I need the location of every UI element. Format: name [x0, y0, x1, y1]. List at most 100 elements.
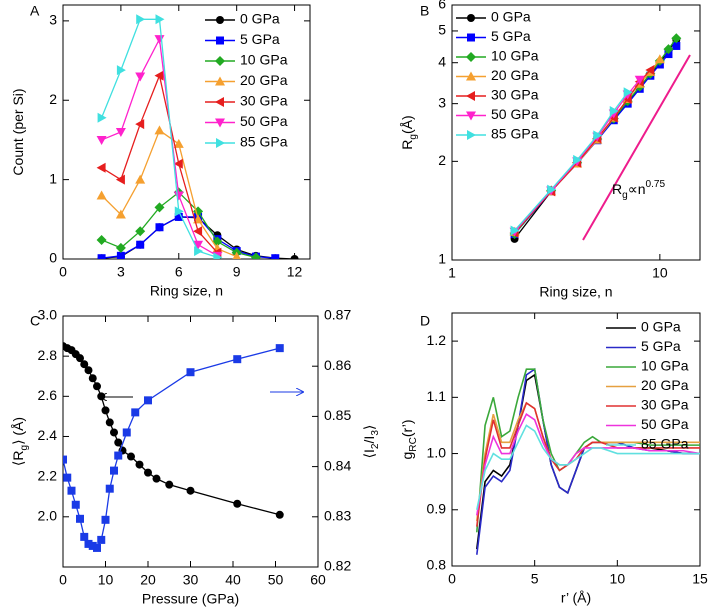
marker	[194, 246, 204, 257]
plot-area	[509, 33, 682, 243]
y-tick-label: 1.1	[427, 388, 447, 404]
legend-label: 85 GPa	[641, 436, 689, 452]
y-axis-label-part: g	[408, 134, 419, 140]
marker	[193, 226, 203, 237]
marker	[63, 455, 67, 464]
panel-label: D	[420, 313, 430, 329]
marker	[114, 451, 123, 460]
plot-frame	[451, 4, 701, 261]
y-tick-label: 1.0	[427, 444, 447, 460]
x-axis-label: r’ (Å)	[561, 590, 591, 606]
plot-frame	[62, 315, 319, 568]
y-axis-label-part: (r’)	[399, 420, 415, 438]
marker	[174, 206, 184, 217]
marker	[154, 125, 165, 135]
marker	[135, 119, 145, 130]
series-line	[476, 401, 700, 527]
legend-label: 30 GPa	[491, 87, 539, 103]
y-axis-label-part: ⟨R	[10, 451, 26, 467]
legend-marker	[216, 16, 224, 24]
marker	[232, 251, 241, 259]
marker	[135, 72, 146, 82]
marker	[173, 158, 183, 169]
marker	[88, 541, 97, 550]
legend-label: 0 GPa	[491, 9, 531, 25]
x-tick-label: 60	[310, 572, 326, 588]
series-line	[101, 216, 276, 259]
y-axis-label: gRC(r’)	[399, 420, 419, 460]
marker	[115, 174, 125, 185]
legend-label: 10 GPa	[491, 48, 539, 64]
x-tick-label: 6	[175, 264, 183, 280]
y-tick-label: 2	[438, 152, 446, 168]
y-tick-label: 3	[438, 94, 446, 110]
legend-label: 30 GPa	[641, 397, 689, 413]
marker	[510, 225, 520, 236]
marker	[71, 500, 80, 509]
x-tick-label: 10	[652, 265, 668, 281]
annotation: Rg∝n0.75	[612, 179, 666, 201]
marker	[96, 190, 107, 200]
legend-marker	[467, 14, 475, 22]
y-axis-label-part: (Å)	[399, 115, 415, 134]
marker	[154, 70, 164, 81]
series-line	[101, 129, 237, 258]
marker	[105, 484, 114, 493]
plot-area	[476, 367, 700, 555]
marker	[135, 174, 146, 184]
legend-label: 10 GPa	[641, 358, 689, 374]
marker	[547, 184, 557, 195]
legend-marker	[216, 36, 224, 45]
y-axis-label-part: Count (per Si)	[10, 88, 26, 175]
y2-axis-label-part: /I	[361, 436, 377, 444]
marker	[144, 396, 152, 405]
legend-marker	[216, 138, 225, 148]
legend-label: 85 GPa	[240, 134, 288, 150]
marker	[114, 438, 123, 447]
plot-frame	[451, 312, 701, 567]
marker	[663, 44, 674, 55]
panel-label: B	[420, 3, 429, 19]
marker	[672, 41, 681, 50]
legend-marker	[215, 97, 224, 107]
marker	[101, 515, 110, 524]
y-tick-label: 0.9	[427, 500, 447, 516]
plot-area	[96, 14, 299, 259]
marker	[136, 240, 145, 249]
y-tick-label: 5	[438, 22, 446, 38]
x-tick-label: 30	[183, 572, 199, 588]
y-tick-label: 1	[438, 251, 446, 267]
annotation-part: ∝n	[628, 181, 646, 197]
marker	[233, 499, 242, 508]
x-tick-label: 15	[692, 571, 708, 587]
legend-marker	[467, 130, 476, 140]
y2-axis-label-part: 2	[370, 443, 381, 449]
x-tick-label: 20	[140, 572, 156, 588]
annotation-part: g	[622, 190, 628, 201]
y-tick-label: 1.2	[427, 332, 447, 348]
y2-tick-label: 0.86	[324, 357, 351, 373]
marker	[645, 65, 655, 76]
marker	[250, 252, 261, 259]
annotation-part: 0.75	[646, 179, 666, 190]
x-axis-label: Pressure (GPa)	[142, 591, 239, 607]
marker	[186, 486, 195, 495]
legend-marker	[466, 52, 476, 62]
x-tick-label: 10	[610, 571, 626, 587]
marker	[115, 242, 126, 253]
y-axis-label-part: g	[399, 452, 415, 460]
legend-marker	[466, 91, 475, 101]
y-tick-label: 0	[49, 250, 57, 266]
x-axis-label: Ring size, n	[539, 284, 612, 300]
marker	[67, 486, 76, 495]
marker	[173, 191, 184, 201]
x-tick-label: 0	[59, 572, 67, 588]
marker	[84, 366, 93, 375]
series-line	[476, 424, 700, 510]
legend-label: 85 GPa	[491, 126, 539, 142]
marker	[97, 535, 106, 544]
legend-marker	[215, 76, 225, 86]
marker	[97, 254, 106, 259]
marker	[115, 128, 126, 137]
marker	[186, 368, 195, 377]
